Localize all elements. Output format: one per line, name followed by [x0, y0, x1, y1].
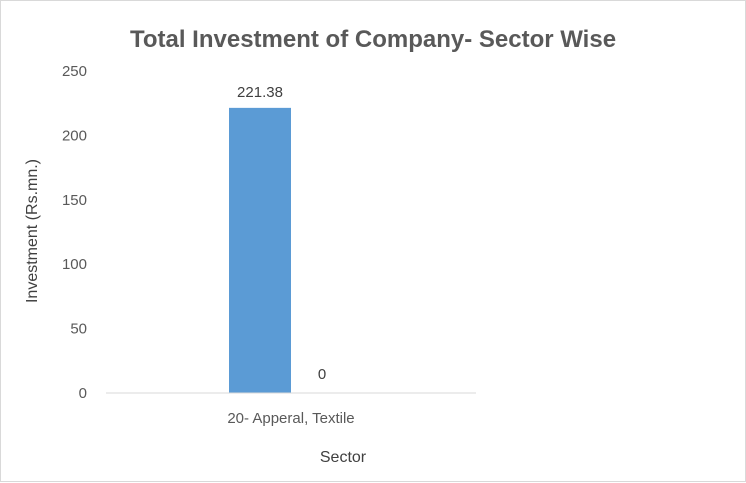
- data-labels: 221.38 0: [237, 84, 326, 383]
- x-axis-ticks: 20- Apperal, Textile: [227, 410, 354, 427]
- y-tick-label: 250: [62, 63, 87, 80]
- bars: [229, 107, 291, 394]
- data-label: 221.38: [237, 84, 283, 101]
- chart-title: Total Investment of Company- Sector Wise: [130, 26, 616, 53]
- x-tick-label: 20- Apperal, Textile: [227, 410, 354, 427]
- bar: [229, 107, 291, 394]
- y-tick-label: 150: [62, 192, 87, 209]
- x-axis-title: Sector: [320, 449, 367, 466]
- data-label: 0: [318, 366, 326, 383]
- y-axis-title: Investment (Rs.mn.): [24, 159, 41, 303]
- y-tick-label: 0: [79, 385, 87, 402]
- y-tick-label: 200: [62, 127, 87, 144]
- y-tick-label: 100: [62, 256, 87, 273]
- y-tick-label: 50: [70, 321, 87, 338]
- y-axis-ticks: 0 50 100 150 200 250: [62, 63, 87, 402]
